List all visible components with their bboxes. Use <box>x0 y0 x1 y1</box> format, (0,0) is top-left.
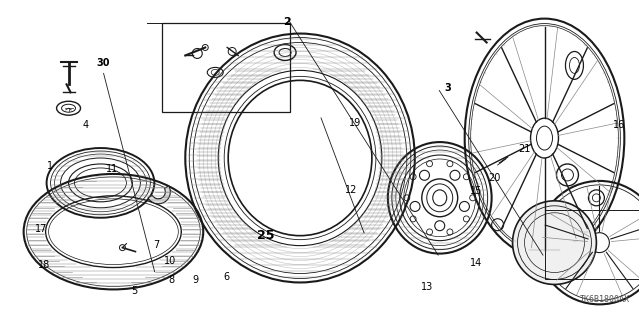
Text: 17: 17 <box>35 224 47 234</box>
Text: 30: 30 <box>96 58 109 68</box>
Bar <box>545 210 640 279</box>
Text: 14: 14 <box>470 258 483 268</box>
Text: 3: 3 <box>444 83 451 93</box>
Wedge shape <box>148 186 170 204</box>
Text: 9: 9 <box>193 275 198 285</box>
Text: 8: 8 <box>169 275 175 285</box>
Bar <box>163 23 290 112</box>
Text: 18: 18 <box>38 260 51 270</box>
Text: 13: 13 <box>421 282 433 292</box>
Text: 4: 4 <box>83 120 89 130</box>
Text: 10: 10 <box>164 256 176 266</box>
Text: 6: 6 <box>223 272 229 282</box>
Text: 19: 19 <box>349 118 361 128</box>
Text: 11: 11 <box>106 164 118 174</box>
Ellipse shape <box>513 201 596 285</box>
Text: 12: 12 <box>344 185 357 195</box>
Text: 21: 21 <box>518 144 531 154</box>
Text: 25: 25 <box>257 229 275 242</box>
Text: 5: 5 <box>132 286 138 296</box>
Text: 2: 2 <box>283 17 291 27</box>
Text: 16: 16 <box>612 120 625 130</box>
Text: 15: 15 <box>470 186 483 196</box>
Text: TK6B1800AX: TK6B1800AX <box>579 295 629 304</box>
Text: 7: 7 <box>153 240 159 250</box>
Text: 20: 20 <box>488 173 500 183</box>
Text: 1: 1 <box>47 161 54 171</box>
